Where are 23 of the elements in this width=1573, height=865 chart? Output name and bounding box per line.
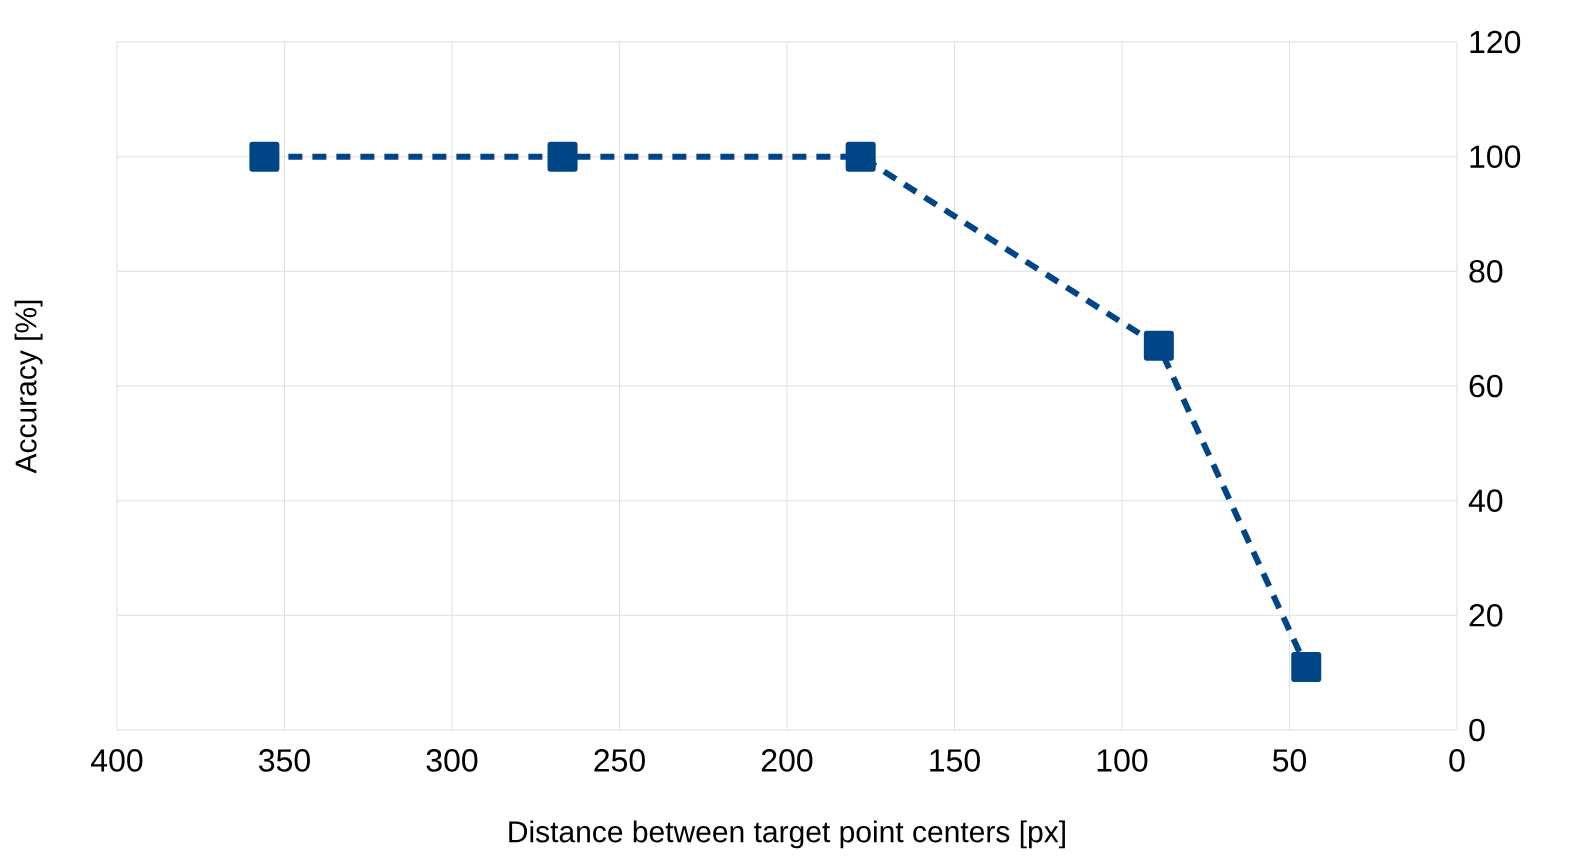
y-tick-label: 120 [1470,30,1521,54]
y-tick-label: 20 [1469,604,1503,627]
point [249,141,280,172]
point [845,141,876,172]
y-tick-label: 100 [1470,145,1521,168]
x-tick-label: 100 [1097,749,1148,772]
point [1291,651,1322,682]
point [1143,330,1174,361]
y-tick-label: 80 [1469,260,1503,283]
x-tick-label: 50 [1272,749,1307,772]
x-tick-label: 400 [91,749,143,772]
x-tick-label: 250 [594,749,645,772]
x-tick-label: 150 [930,749,980,772]
x-tick-label: 350 [259,749,310,772]
x-tick-label: 0 [1449,749,1465,772]
x-tick-label: 200 [761,749,813,772]
x-tick-label: 300 [426,749,478,772]
y-axis-title: Accuracy [%] [14,300,43,474]
x-axis-title: Distance between target point centers [px] [509,820,1065,849]
y-tick-label: 0 [1469,718,1485,742]
y-tick-label: 40 [1468,489,1503,512]
y-tick-label: 60 [1469,374,1503,398]
point [547,141,578,172]
